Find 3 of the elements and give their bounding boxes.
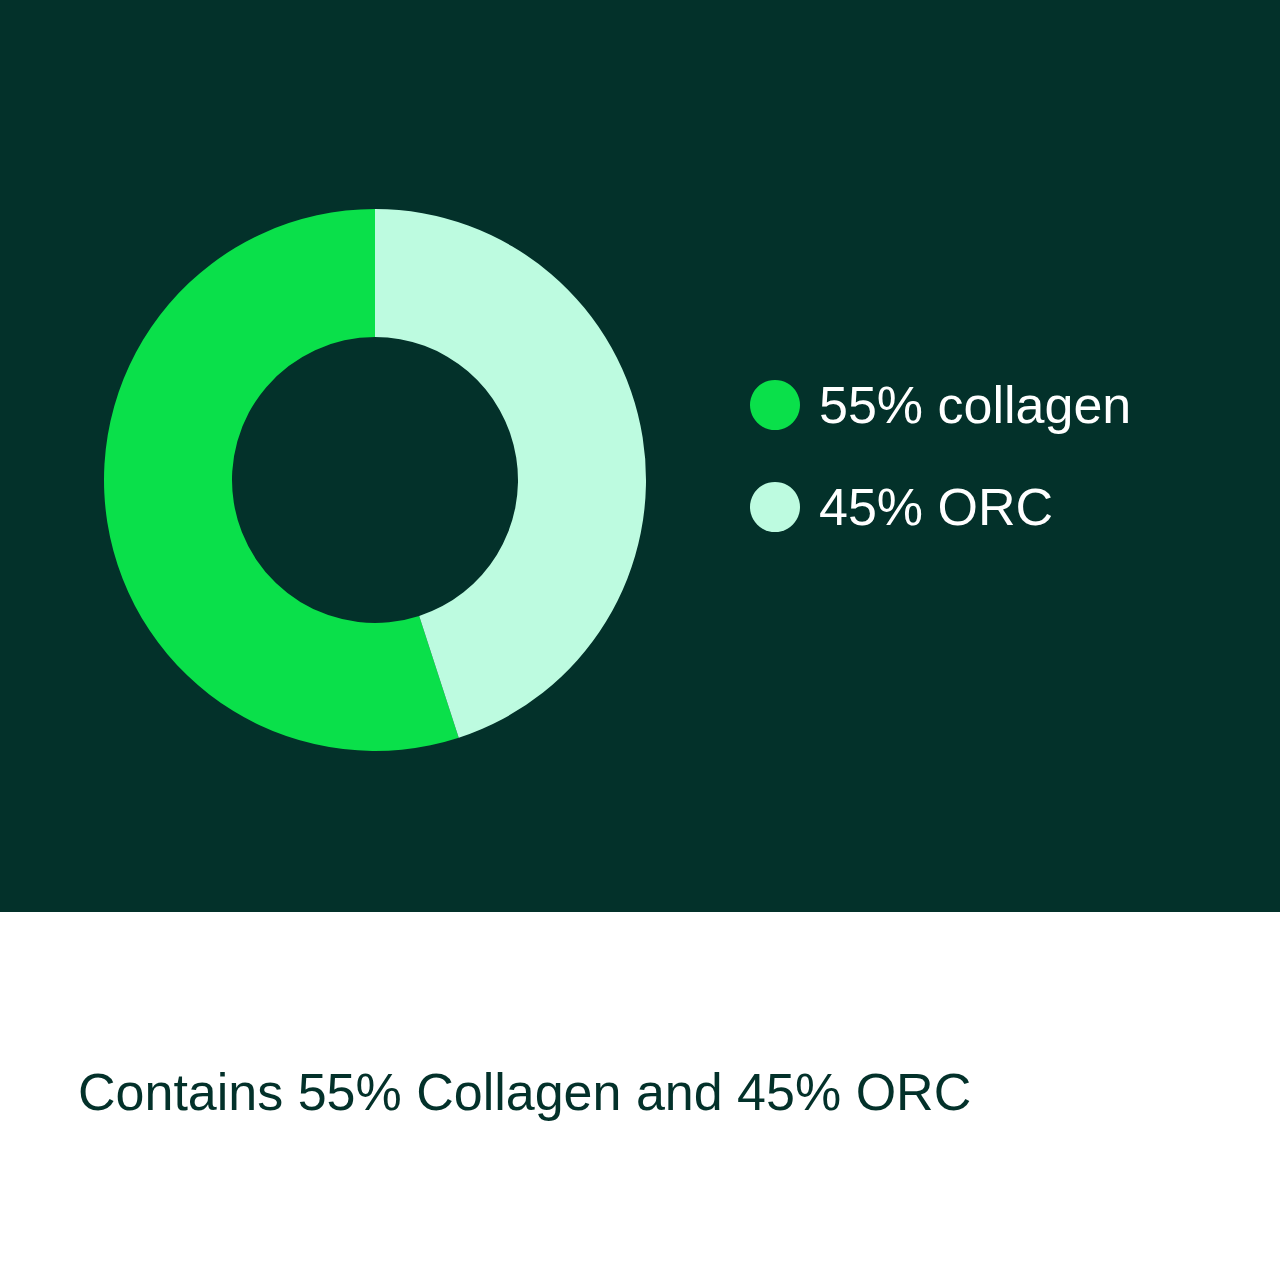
legend-label: 55% collagen (819, 376, 1132, 434)
legend-label: 45% ORC (819, 478, 1054, 536)
text: Contains 55% Collagen and 45% ORC (78, 1062, 972, 1122)
